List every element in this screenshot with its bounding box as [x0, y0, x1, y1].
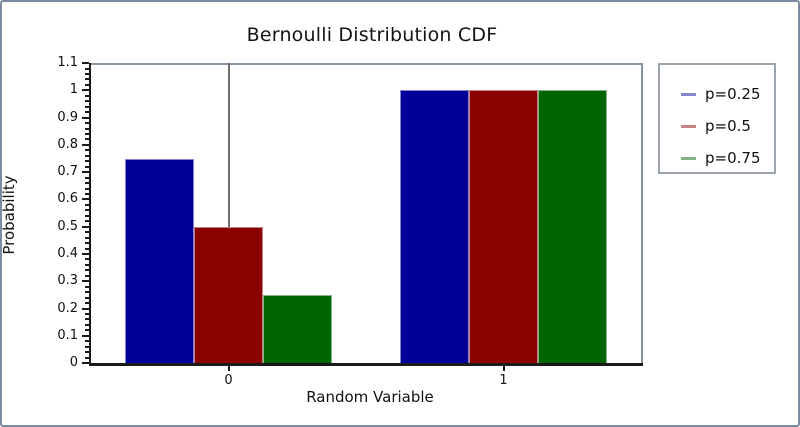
x-axis-title: Random Variable — [306, 388, 434, 406]
y-tick-label: 0.3 — [57, 273, 78, 289]
y-minor-tick — [85, 105, 89, 108]
y-minor-tick — [85, 242, 89, 244]
y-minor-tick — [85, 247, 89, 250]
y-minor-tick — [85, 78, 89, 81]
y-major-tick — [82, 225, 89, 228]
y-tick-label: 0.1 — [57, 327, 78, 343]
y-minor-tick — [85, 83, 89, 86]
y-minor-tick — [85, 165, 89, 168]
y-major-tick — [82, 280, 89, 283]
y-major-tick — [82, 334, 89, 337]
y-major-tick — [82, 62, 89, 64]
y-tick-label: 0.2 — [57, 300, 78, 316]
plot-area — [91, 63, 641, 363]
y-minor-tick — [85, 323, 89, 326]
y-major-tick — [82, 171, 89, 174]
y-minor-tick — [85, 132, 89, 135]
legend-label: p=0.25 — [705, 85, 761, 103]
y-major-tick — [82, 362, 89, 364]
y-tick-label: 1.1 — [57, 55, 78, 70]
y-major-tick — [82, 143, 89, 146]
y-major-tick — [82, 307, 89, 310]
y-minor-tick — [85, 209, 89, 212]
y-minor-tick — [85, 72, 89, 75]
bar-p=0.75-x0 — [262, 294, 332, 363]
y-minor-tick — [85, 220, 89, 223]
y-tick-label: 1 — [69, 82, 78, 98]
chart-title: Bernoulli Distribution CDF — [246, 24, 498, 46]
y-minor-tick — [85, 263, 89, 266]
zero-gridline — [227, 63, 230, 363]
y-minor-tick — [85, 236, 89, 239]
plot-border-top — [89, 63, 643, 65]
y-major-tick — [82, 116, 89, 119]
y-minor-tick — [85, 285, 89, 288]
y-minor-tick — [85, 291, 89, 294]
y-minor-tick — [85, 127, 89, 130]
y-tick-label: 0.4 — [57, 245, 78, 261]
y-minor-tick — [85, 214, 89, 217]
y-major-tick — [82, 89, 89, 92]
bar-p=0.25-x0 — [125, 158, 195, 363]
y-minor-tick — [85, 176, 89, 179]
y-minor-tick — [85, 329, 89, 332]
legend: p=0.25 p=0.5 p=0.75 — [658, 63, 776, 174]
y-minor-tick — [85, 269, 89, 272]
legend-item-p=0.5: p=0.5 — [660, 110, 774, 142]
y-tick-label: 0.7 — [57, 164, 78, 180]
y-minor-tick — [85, 258, 89, 261]
y-minor-tick — [85, 274, 89, 277]
bar-p=0.5-x0 — [194, 226, 263, 363]
legend-line-swatch — [681, 156, 696, 160]
y-minor-tick — [85, 356, 89, 359]
y-minor-tick — [85, 302, 89, 304]
legend-label: p=0.5 — [705, 117, 751, 135]
x-tick-label: 0 — [224, 373, 233, 388]
x-tick — [502, 366, 505, 371]
y-minor-tick — [85, 192, 89, 195]
y-minor-tick — [85, 203, 89, 206]
y-minor-tick — [85, 160, 89, 163]
y-minor-tick — [85, 187, 89, 190]
y-minor-tick — [85, 345, 89, 348]
legend-line-swatch — [681, 124, 696, 128]
y-minor-tick — [85, 312, 89, 315]
y-minor-tick — [85, 340, 89, 343]
y-minor-tick — [85, 231, 89, 234]
x-axis-line — [89, 363, 643, 366]
legend-line-swatch — [681, 92, 696, 96]
y-minor-tick — [85, 94, 89, 97]
y-tick-label: 0.5 — [57, 218, 78, 234]
y-tick-label: 0.6 — [57, 191, 78, 207]
legend-item-p=0.75: p=0.75 — [660, 142, 774, 174]
y-tick-label: 0.9 — [57, 109, 78, 125]
y-tick-label: 0.8 — [57, 136, 78, 152]
y-minor-tick — [85, 149, 89, 152]
y-minor-tick — [85, 100, 89, 103]
y-major-tick — [82, 252, 89, 255]
bar-p=0.25-x1 — [400, 90, 470, 363]
y-major-tick — [82, 198, 89, 201]
legend-item-p=0.25: p=0.25 — [660, 78, 774, 110]
y-tick-label: 0 — [69, 355, 78, 370]
y-axis-title: Probability — [0, 175, 18, 255]
y-minor-tick — [85, 296, 89, 299]
y-axis-line — [89, 63, 91, 366]
y-minor-tick — [85, 111, 89, 114]
y-minor-tick — [85, 67, 89, 70]
x-tick — [227, 366, 230, 371]
y-minor-tick — [85, 182, 89, 184]
legend-label: p=0.75 — [705, 149, 761, 167]
y-minor-tick — [85, 122, 89, 124]
y-minor-tick — [85, 318, 89, 321]
y-minor-tick — [85, 138, 89, 141]
x-tick-label: 1 — [499, 373, 508, 388]
y-minor-tick — [85, 351, 89, 354]
plot-border-right — [641, 63, 643, 365]
y-minor-tick — [85, 154, 89, 157]
bar-p=0.75-x1 — [537, 90, 607, 363]
bar-p=0.5-x1 — [469, 90, 538, 363]
